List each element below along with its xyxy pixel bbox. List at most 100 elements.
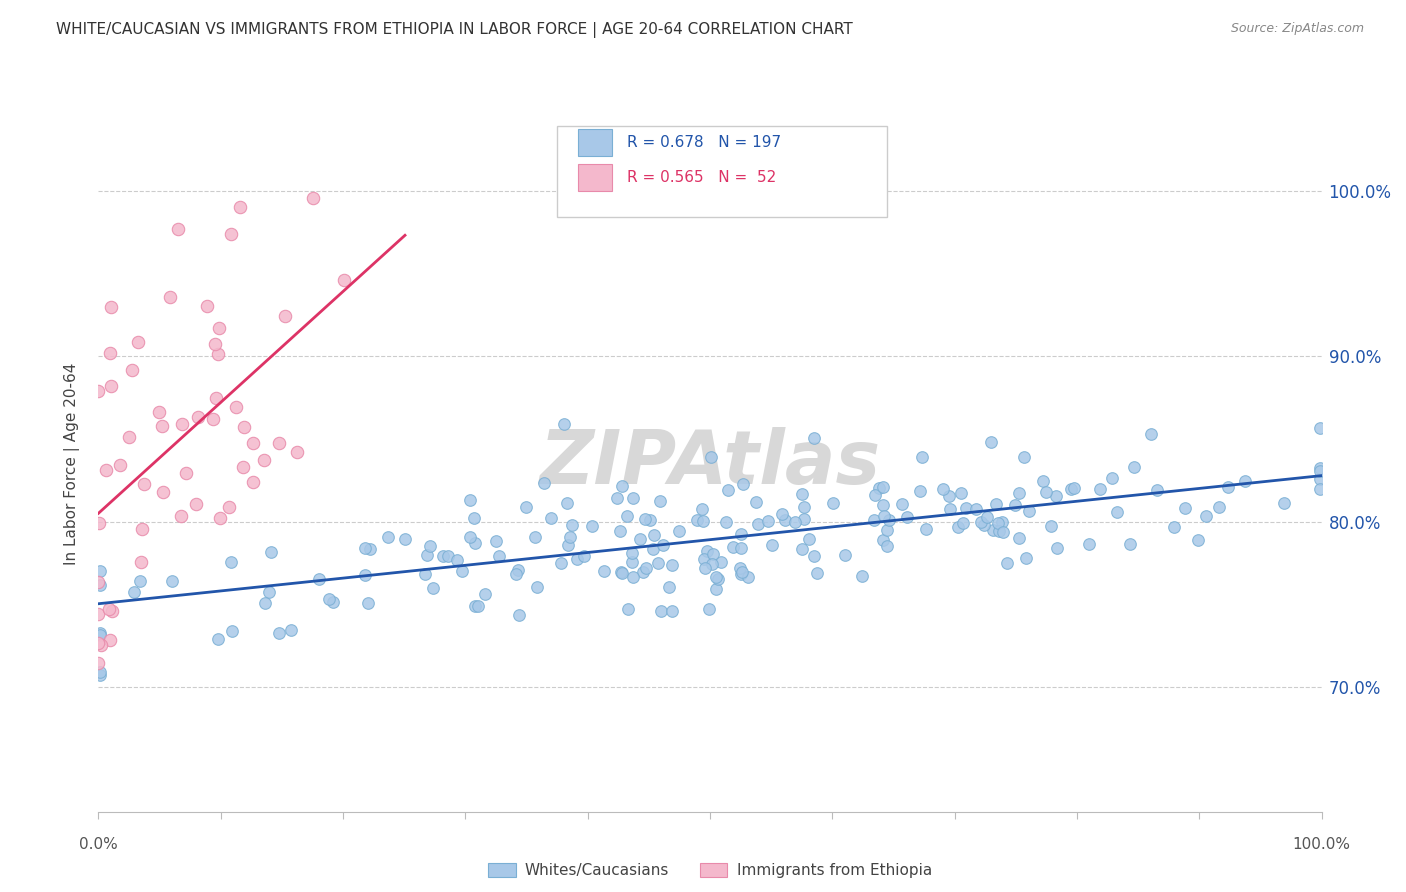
Point <box>485 534 508 549</box>
Point <box>652 538 675 552</box>
Point <box>131 522 153 536</box>
Point <box>955 500 977 515</box>
Point <box>89 665 111 679</box>
Point <box>152 484 174 499</box>
Point <box>274 309 297 323</box>
Point <box>333 273 356 287</box>
Point <box>696 544 718 558</box>
Point <box>728 561 751 575</box>
Point <box>747 517 769 532</box>
Point <box>515 500 537 515</box>
Point <box>1035 484 1057 499</box>
Point <box>621 555 644 569</box>
Point <box>150 418 173 433</box>
Point <box>232 459 254 474</box>
Point <box>973 517 995 532</box>
Point <box>872 533 894 547</box>
Point <box>353 567 375 582</box>
Point <box>1045 489 1067 503</box>
Point <box>806 566 828 580</box>
Point <box>422 581 444 595</box>
Point <box>148 405 170 419</box>
Point <box>176 466 198 480</box>
Point <box>446 553 468 567</box>
Point <box>911 450 934 464</box>
Point <box>793 500 815 514</box>
Point <box>707 572 730 586</box>
Point <box>1208 500 1230 514</box>
Point <box>257 585 280 599</box>
Point <box>723 540 745 554</box>
Point <box>981 523 1004 537</box>
Point <box>526 580 548 594</box>
Point <box>872 498 894 512</box>
Point <box>617 602 640 616</box>
Point <box>938 489 960 503</box>
Point <box>995 556 1018 570</box>
Point <box>643 527 665 541</box>
Point <box>620 546 643 560</box>
Point <box>1309 461 1331 475</box>
Point <box>1101 471 1123 485</box>
Point <box>803 431 825 445</box>
Point <box>1122 460 1144 475</box>
Point <box>432 549 454 564</box>
Point <box>939 502 962 516</box>
Point <box>208 511 231 525</box>
Point <box>162 574 184 588</box>
Point <box>159 290 181 304</box>
Point <box>1004 498 1026 512</box>
Point <box>207 346 229 360</box>
Point <box>1063 481 1085 495</box>
Point <box>121 363 143 377</box>
Point <box>851 568 873 582</box>
Point <box>980 434 1002 449</box>
Point <box>558 530 581 544</box>
Text: ZIPAtlas: ZIPAtlas <box>540 427 880 500</box>
Point <box>1216 480 1239 494</box>
Point <box>704 570 727 584</box>
Point <box>1008 486 1031 500</box>
Point <box>731 565 754 579</box>
Point <box>322 595 344 609</box>
Text: R = 0.678   N = 197: R = 0.678 N = 197 <box>627 136 780 150</box>
Point <box>540 511 562 525</box>
Point <box>988 524 1011 538</box>
Point <box>89 578 111 592</box>
Point <box>98 602 121 616</box>
Point <box>416 548 439 562</box>
Point <box>621 569 644 583</box>
Point <box>451 564 474 578</box>
Point <box>693 551 716 566</box>
Point <box>987 516 1010 531</box>
Point <box>793 512 815 526</box>
Point <box>773 512 796 526</box>
Point <box>195 299 218 313</box>
Point <box>101 604 124 618</box>
Point <box>1018 504 1040 518</box>
Point <box>533 475 555 490</box>
Point <box>704 582 727 596</box>
Point <box>1163 519 1185 533</box>
Point <box>1088 482 1111 496</box>
Point <box>267 625 290 640</box>
Point <box>1032 474 1054 488</box>
Text: 100.0%: 100.0% <box>1292 837 1351 852</box>
Point <box>872 479 894 493</box>
Point <box>896 510 918 524</box>
Point <box>356 596 378 610</box>
Point <box>508 607 530 622</box>
Point <box>952 516 974 530</box>
Point <box>90 638 112 652</box>
Point <box>640 513 662 527</box>
Point <box>127 335 149 350</box>
Point <box>1272 496 1295 510</box>
Y-axis label: In Labor Force | Age 20-64: In Labor Force | Age 20-64 <box>63 363 80 565</box>
Point <box>932 482 955 496</box>
Point <box>717 483 740 497</box>
Point <box>609 565 631 579</box>
Point <box>730 541 752 555</box>
Point <box>770 507 793 521</box>
Point <box>693 560 716 574</box>
Point <box>761 538 783 552</box>
